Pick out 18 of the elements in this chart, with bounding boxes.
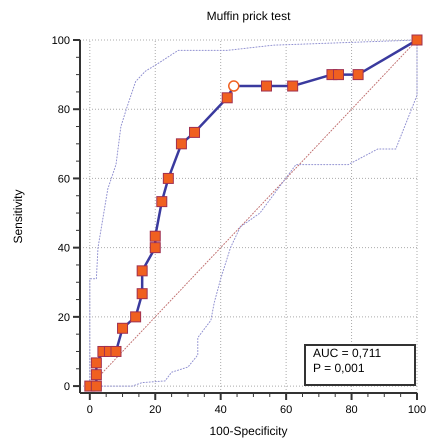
x-tick-label: 100 [408,404,426,416]
y-axis-title: Sensitivity [11,189,25,244]
x-tick-label: 60 [280,404,292,416]
annotation-box: AUC = 0,711 P = 0,001 [304,344,416,386]
y-tick-label: 0 [64,381,70,394]
x-tick-label: 0 [86,404,93,416]
x-tick-label: 40 [214,404,227,416]
y-tick-label: 20 [58,312,70,324]
chart-title: Muffin prick test [206,9,292,23]
y-tick-label: 60 [58,173,70,186]
y-tick-label: 40 [58,242,70,255]
x-axis-title: 100-Specificity [209,424,288,438]
y-tick-label: 100 [52,35,70,47]
annotation: P = 0,001 [313,361,365,375]
y-tick-label: 80 [58,104,70,116]
x-tick-label: 20 [149,404,162,416]
x-tick-label: 80 [345,404,358,416]
annotation: AUC = 0,711 [313,346,382,360]
